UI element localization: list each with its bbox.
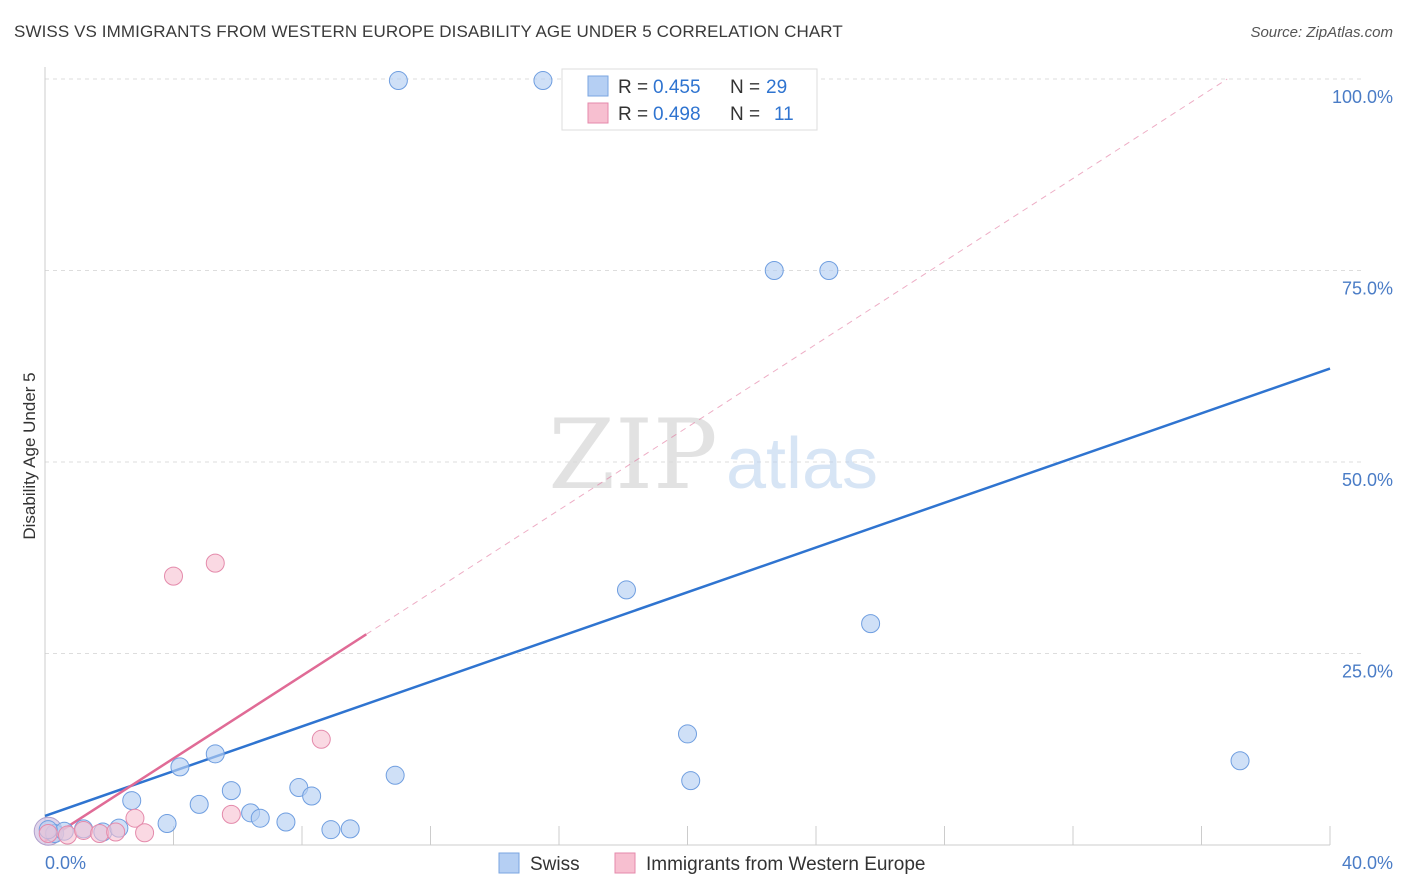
immigrants-point [106,822,126,842]
immigrants-legend-label: Immigrants from Western Europe [646,854,925,875]
immigrants-trend-line [44,633,367,843]
y-tick-label: 100.0% [1332,87,1393,107]
immigrants-trend-extension [365,78,1228,635]
swiss-point [221,781,241,801]
swiss-point [681,771,701,791]
y-tick-label: 50.0% [1342,470,1393,490]
swiss-bottom-swatch [498,852,520,874]
swiss-point [321,820,341,840]
data-points [33,71,1250,846]
swiss-point [764,261,784,280]
y-tick-label: 25.0% [1342,662,1393,682]
y-axis-label: Disability Age Under 5 [20,372,39,539]
swiss-r-value: 0.455 [653,77,701,98]
swiss-legend-label: Swiss [530,854,580,875]
watermark-atlas: atlas [726,424,878,504]
immigrants-point [90,824,110,844]
swiss-point [170,757,190,777]
watermark: ZIP atlas [548,399,878,511]
immigrants-point [205,553,225,573]
watermark-zip: ZIP [548,399,717,511]
immigrants-bottom-swatch [614,852,636,874]
swiss-point [205,744,225,764]
trend-lines [44,78,1331,843]
swiss-legend-swatch [587,75,609,97]
swiss-point [1230,751,1250,771]
stats-legend: R = 0.455 N = 29 R = 0.498 N = 11 [561,68,818,131]
swiss-point [157,814,177,834]
swiss-n-value: 29 [766,77,787,98]
immigrants-r-value: 0.498 [653,104,701,125]
swiss-point [302,786,322,806]
immigrants-point [57,825,77,845]
swiss-trend-line [44,367,1331,818]
swiss-point [616,580,636,600]
swiss-point [533,71,553,91]
swiss-point [385,765,405,785]
swiss-point [819,261,839,280]
y-tick-label: 75.0% [1342,279,1393,299]
x-tick-label: 40.0% [1342,853,1393,873]
swiss-point [340,819,360,839]
x-tick-label: 0.0% [45,853,86,873]
immigrants-point [38,824,58,844]
x-tick-labels: 0.0% 40.0% [45,853,1393,873]
axes [44,67,1331,846]
y-tick-labels: 100.0% 75.0% 50.0% 25.0% [1332,87,1393,682]
immigrants-r-label: R = [618,104,648,125]
immigrants-n-label: N = [730,104,760,125]
immigrants-point [74,820,94,840]
immigrants-point [311,729,331,749]
swiss-point [678,724,697,744]
swiss-point [250,808,270,828]
swiss-n-label: N = [730,77,760,98]
immigrants-n-value: 11 [774,104,794,125]
swiss-point [861,614,881,634]
swiss-point [388,71,408,91]
immigrants-point [221,804,241,824]
source-label: Source: ZipAtlas.com [1250,24,1393,41]
immigrants-legend-swatch [587,102,609,124]
swiss-r-label: R = [618,77,648,98]
gridlines [45,78,1365,654]
swiss-point [189,794,209,814]
immigrants-point [135,823,155,843]
swiss-point [276,812,296,832]
chart-title: SWISS VS IMMIGRANTS FROM WESTERN EUROPE … [14,22,843,41]
immigrants-point [164,566,183,586]
series-legend: Swiss Immigrants from Western Europe [498,852,925,875]
immigrants-point [125,808,145,828]
swiss-point [122,791,142,811]
